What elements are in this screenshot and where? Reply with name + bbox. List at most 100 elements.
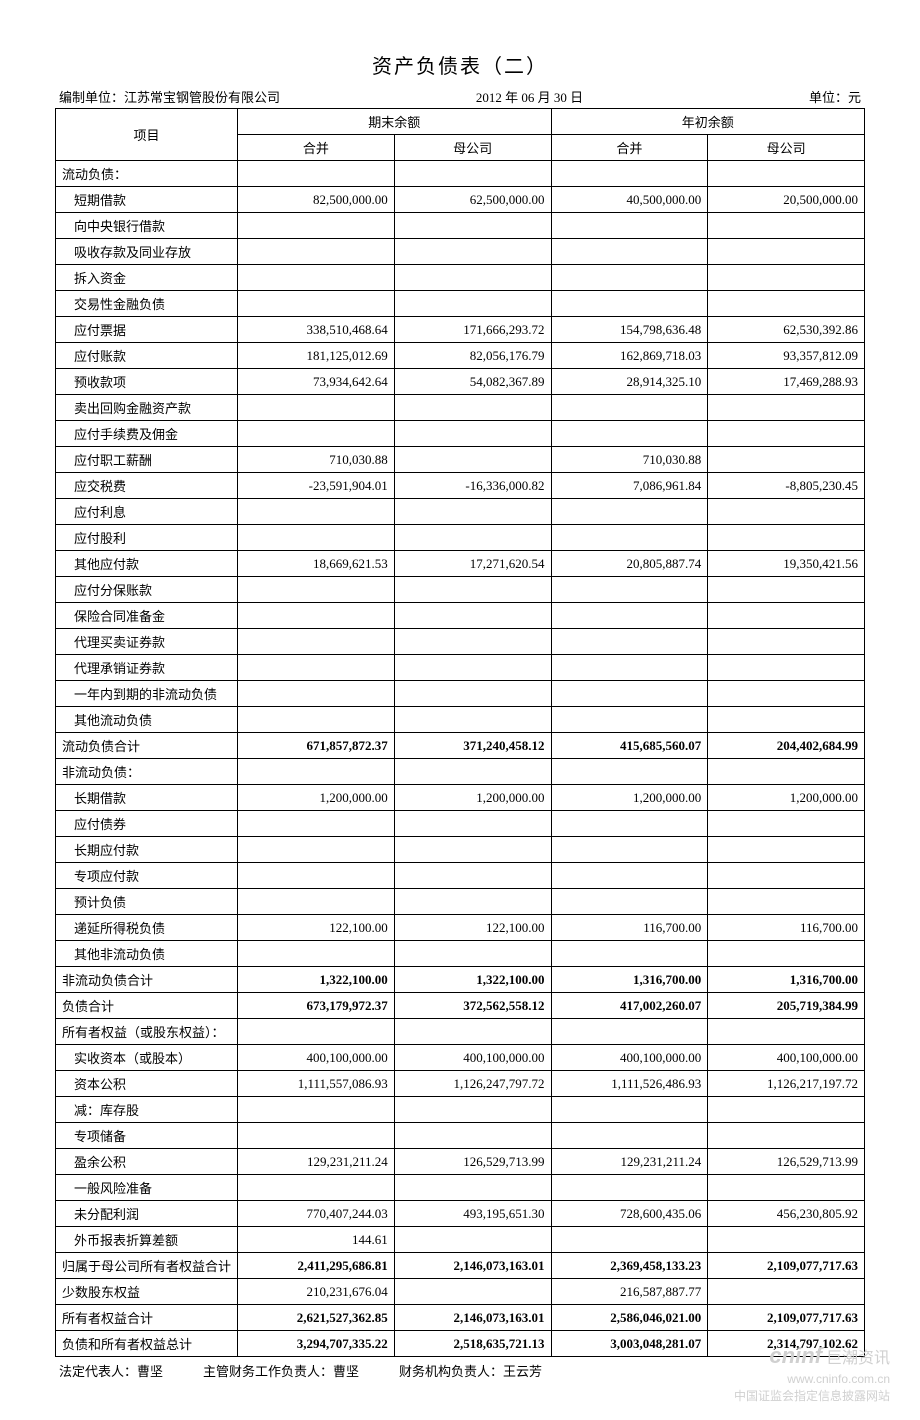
th-begin-consolidated: 合并 (551, 135, 708, 161)
row-value: 400,100,000.00 (551, 1045, 708, 1071)
row-value (708, 161, 865, 187)
row-value: 171,666,293.72 (394, 317, 551, 343)
row-value: 54,082,367.89 (394, 369, 551, 395)
table-row: 保险合同准备金 (56, 603, 865, 629)
table-row: 预计负债 (56, 889, 865, 915)
row-label: 拆入资金 (56, 265, 238, 291)
row-label: 归属于母公司所有者权益合计 (56, 1253, 238, 1279)
row-value: 673,179,972.37 (238, 993, 395, 1019)
row-value (394, 707, 551, 733)
row-value (708, 707, 865, 733)
row-label: 长期应付款 (56, 837, 238, 863)
row-value (394, 603, 551, 629)
row-value (238, 1175, 395, 1201)
row-value (708, 1019, 865, 1045)
row-value (238, 421, 395, 447)
row-label: 预收款项 (56, 369, 238, 395)
table-row: 资本公积1,111,557,086.931,126,247,797.721,11… (56, 1071, 865, 1097)
table-row: 应付职工薪酬710,030.88710,030.88 (56, 447, 865, 473)
row-label: 应付职工薪酬 (56, 447, 238, 473)
table-row: 卖出回购金融资产款 (56, 395, 865, 421)
row-value (238, 837, 395, 863)
row-label: 应交税费 (56, 473, 238, 499)
row-value: 2,146,073,163.01 (394, 1305, 551, 1331)
row-value (708, 603, 865, 629)
table-row: 向中央银行借款 (56, 213, 865, 239)
row-label: 非流动负债： (56, 759, 238, 785)
table-row: 吸收存款及同业存放 (56, 239, 865, 265)
row-value: 2,369,458,133.23 (551, 1253, 708, 1279)
table-body: 流动负债：短期借款82,500,000.0062,500,000.0040,50… (56, 161, 865, 1357)
row-value (238, 161, 395, 187)
row-value (238, 499, 395, 525)
row-value (394, 577, 551, 603)
table-row: 代理买卖证券款 (56, 629, 865, 655)
row-value (551, 1019, 708, 1045)
row-label: 负债合计 (56, 993, 238, 1019)
row-value: 770,407,244.03 (238, 1201, 395, 1227)
row-value (238, 681, 395, 707)
row-value: 62,530,392.86 (708, 317, 865, 343)
row-value: 371,240,458.12 (394, 733, 551, 759)
row-value (708, 837, 865, 863)
row-label: 实收资本（或股本） (56, 1045, 238, 1071)
row-value: 93,357,812.09 (708, 343, 865, 369)
unit-label: 单位：元 (809, 87, 861, 106)
th-begin-parent: 母公司 (708, 135, 865, 161)
table-row: 其他非流动负债 (56, 941, 865, 967)
table-row: 预收款项73,934,642.6454,082,367.8928,914,325… (56, 369, 865, 395)
row-label: 短期借款 (56, 187, 238, 213)
row-value: 417,002,260.07 (551, 993, 708, 1019)
row-value (394, 889, 551, 915)
row-value (394, 941, 551, 967)
row-value: 122,100.00 (238, 915, 395, 941)
row-value (708, 1097, 865, 1123)
table-row: 长期应付款 (56, 837, 865, 863)
row-label: 其他应付款 (56, 551, 238, 577)
company-label: 编制单位：江苏常宝钢管股份有限公司 (59, 87, 280, 106)
balance-sheet-table: 项目 期末余额 年初余额 合并 母公司 合并 母公司 流动负债：短期借款82,5… (55, 108, 865, 1357)
row-value (394, 629, 551, 655)
row-value: 20,805,887.74 (551, 551, 708, 577)
row-label: 吸收存款及同业存放 (56, 239, 238, 265)
row-value (708, 759, 865, 785)
table-row: 减：库存股 (56, 1097, 865, 1123)
row-value: 82,500,000.00 (238, 187, 395, 213)
row-value (394, 447, 551, 473)
row-value (238, 629, 395, 655)
table-row: 流动负债： (56, 161, 865, 187)
row-value (551, 655, 708, 681)
row-value: 2,518,635,721.13 (394, 1331, 551, 1357)
table-row: 长期借款1,200,000.001,200,000.001,200,000.00… (56, 785, 865, 811)
row-label: 交易性金融负债 (56, 291, 238, 317)
row-value (708, 681, 865, 707)
row-value: 671,857,872.37 (238, 733, 395, 759)
row-value (394, 395, 551, 421)
row-value: 1,200,000.00 (238, 785, 395, 811)
row-value (551, 525, 708, 551)
row-value (708, 239, 865, 265)
row-value: 493,195,651.30 (394, 1201, 551, 1227)
row-value: 2,586,046,021.00 (551, 1305, 708, 1331)
row-value: 1,126,217,197.72 (708, 1071, 865, 1097)
row-value: 73,934,642.64 (238, 369, 395, 395)
row-value (238, 525, 395, 551)
watermark-logo-cn: 巨潮资讯 (826, 1350, 890, 1367)
row-value: 154,798,636.48 (551, 317, 708, 343)
row-value (551, 811, 708, 837)
row-value (551, 707, 708, 733)
row-value: 2,109,077,717.63 (708, 1253, 865, 1279)
row-value (394, 811, 551, 837)
row-value (394, 1019, 551, 1045)
row-value: 1,111,557,086.93 (238, 1071, 395, 1097)
row-value: 1,126,247,797.72 (394, 1071, 551, 1097)
table-row: 负债合计673,179,972.37372,562,558.12417,002,… (56, 993, 865, 1019)
row-value (708, 629, 865, 655)
row-value: 1,111,526,486.93 (551, 1071, 708, 1097)
row-value (551, 291, 708, 317)
row-value (394, 291, 551, 317)
table-row: 专项储备 (56, 1123, 865, 1149)
row-value (551, 837, 708, 863)
row-value: -23,591,904.01 (238, 473, 395, 499)
row-value: 1,200,000.00 (551, 785, 708, 811)
